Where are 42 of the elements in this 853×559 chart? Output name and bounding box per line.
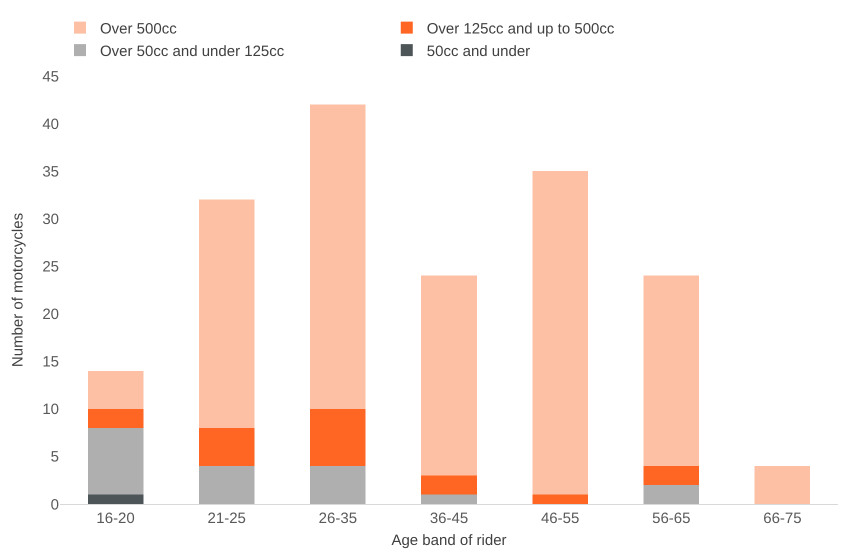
x-tick-label: 16-20 [96,510,135,527]
x-tick-label: 66-75 [763,510,802,527]
y-tick-label: 30 [42,210,59,228]
y-tick-label: 5 [50,448,59,466]
y-tick-label: 0 [50,496,59,514]
bar [532,171,588,494]
y-tick-label: 20 [42,306,59,324]
bar [88,428,144,494]
bar [421,494,477,504]
bar [198,428,254,466]
bar [754,466,810,504]
bar [644,484,700,504]
bar [88,494,144,504]
bar [421,475,477,494]
x-tick-label: 56-65 [652,510,690,527]
x-tick-label: 26-35 [318,510,358,527]
y-tick-label: 35 [42,163,59,180]
bar [421,276,477,476]
bar [310,466,366,504]
bar [198,200,254,428]
y-tick-label: 45 [42,68,59,86]
bar [310,104,366,409]
x-tick-label: 21-25 [208,510,246,527]
bar [644,466,700,485]
bar [198,466,254,504]
legend-label: Over 125cc and up to 500cc [426,20,615,38]
y-axis-title: Number of motorcycles [10,212,27,368]
legend-label: Over 500cc [100,20,178,38]
legend-label: 50cc and under [426,43,530,60]
bar [88,370,144,409]
x-tick-label: 36-45 [430,510,468,527]
y-tick-label: 40 [42,116,59,133]
x-axis-title: Age band of rider [391,532,507,549]
bar [310,408,366,466]
y-tick-label: 25 [42,258,59,276]
bar [88,408,144,428]
bar [644,276,700,466]
bar [532,494,588,504]
y-tick-label: 10 [42,401,59,418]
legend-label: Over 50cc and under 125cc [100,43,285,60]
x-tick-label: 46-55 [540,510,580,527]
y-tick-label: 15 [42,354,59,371]
